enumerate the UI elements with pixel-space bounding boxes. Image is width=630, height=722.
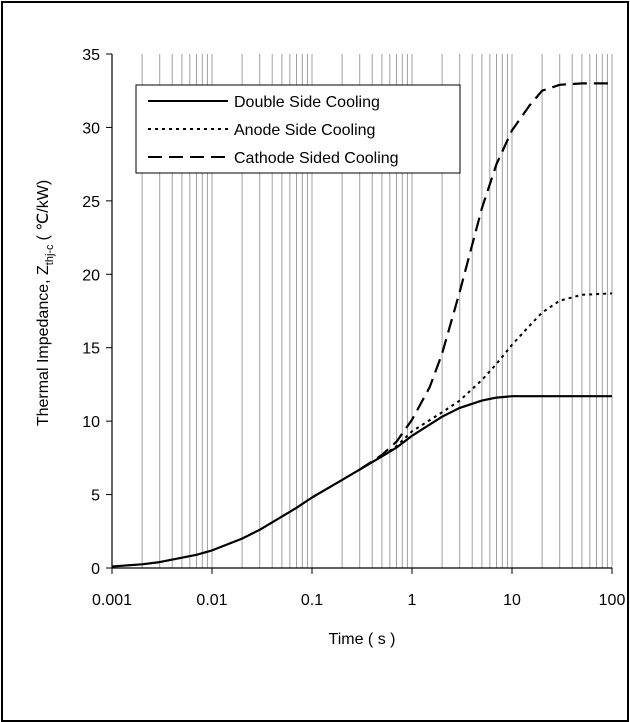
legend-label: Anode Side Cooling xyxy=(234,122,375,139)
y-tick-label: 35 xyxy=(82,47,100,64)
y-tick-label: 25 xyxy=(82,194,100,211)
x-tick-label: 0.01 xyxy=(196,592,227,609)
y-tick-label: 0 xyxy=(91,561,100,578)
x-tick-label: 0.001 xyxy=(92,592,132,609)
series-line-anode-side-cooling xyxy=(359,292,613,471)
axes: 0 5 10 15 20 25 30 35 0.001 0.01 0.1 1 10 100 xyxy=(82,47,625,609)
y-tick-label: 20 xyxy=(82,267,100,284)
series-layer xyxy=(111,82,613,568)
x-tick-label: 10 xyxy=(503,592,521,609)
y-axis-title: Thermal Impedance, Zthj-c ( ℃/kW) xyxy=(35,180,56,426)
svg-text:Thermal Impedance, Zthj-c( ℃/k: Thermal Impedance, Zthj-c ( ℃/kW) xyxy=(35,180,56,426)
series-line-cathode-sided-cooling xyxy=(359,82,612,471)
x-axis-title: Time ( s ) xyxy=(329,631,396,648)
series-line-double-side-cooling xyxy=(111,395,612,568)
legend: Double Side Cooling Anode Side Cooling Cat… xyxy=(135,84,461,174)
y-axis-title-unit: ( ℃/kW) xyxy=(35,180,52,241)
y-tick-label: 10 xyxy=(82,414,100,431)
x-tick-label: 1 xyxy=(408,592,417,609)
legend-label: Cathode Sided Cooling xyxy=(234,150,399,167)
y-axis-title-main: Thermal Impedance, Z xyxy=(35,265,52,426)
y-tick-label: 30 xyxy=(82,120,100,137)
y-tick-label: 5 xyxy=(91,488,100,505)
y-axis-title-subscript: thj-c xyxy=(44,244,56,265)
legend-label: Double Side Cooling xyxy=(234,94,380,111)
x-tick-label: 100 xyxy=(599,592,626,609)
y-tick-label: 15 xyxy=(82,341,100,358)
x-tick-label: 0.1 xyxy=(301,592,323,609)
